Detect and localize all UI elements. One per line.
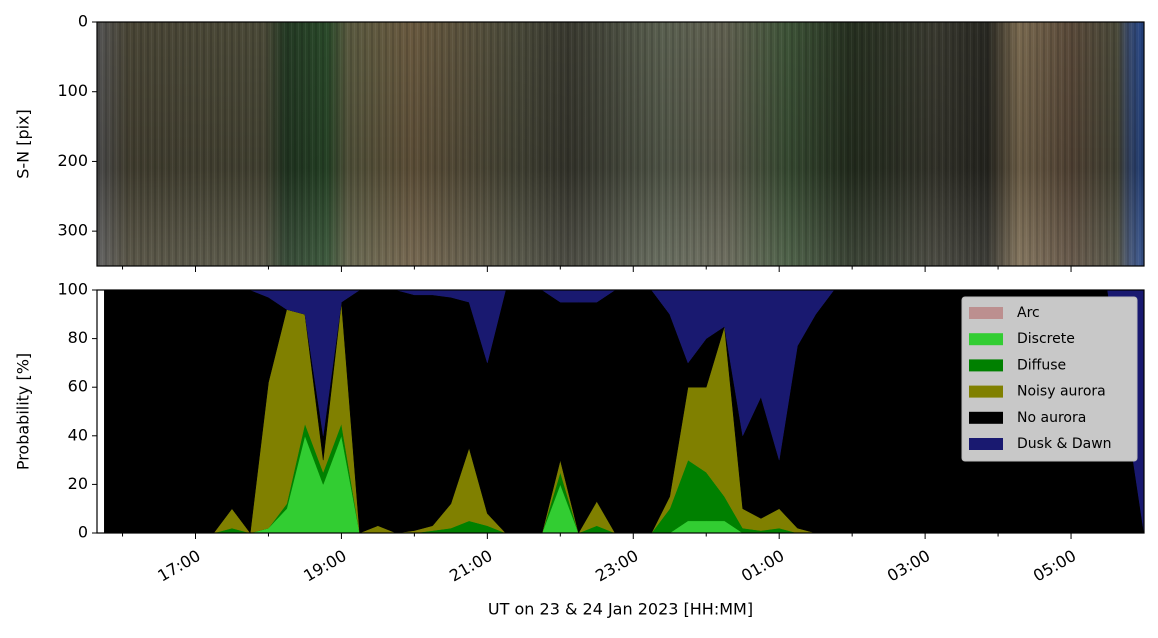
x-tick-label: 19:00 — [300, 546, 349, 586]
legend-swatch — [969, 333, 1003, 346]
x-tick-label: 23:00 — [592, 546, 641, 586]
y-tick-label: 60 — [68, 377, 88, 396]
legend-label: No aurora — [1017, 410, 1086, 426]
x-tick-label: 05:00 — [1030, 546, 1079, 586]
x-tick-label: 21:00 — [446, 546, 495, 586]
y-tick-label: 0 — [78, 523, 88, 542]
legend-swatch — [969, 411, 1003, 424]
y-axis-label: S-N [pix] — [14, 109, 33, 179]
legend-label: Noisy aurora — [1017, 384, 1106, 400]
legend-label: Diffuse — [1017, 357, 1066, 373]
legend-box — [961, 296, 1138, 462]
y-tick-label: 300 — [57, 221, 88, 240]
legend-label: Discrete — [1017, 331, 1075, 347]
y-tick-label: 80 — [68, 328, 88, 347]
y-tick-label: 20 — [68, 474, 88, 493]
y-tick-label: 100 — [57, 280, 88, 299]
y-tick-label: 0 — [78, 12, 88, 31]
legend-label: Dusk & Dawn — [1017, 436, 1112, 452]
legend-label: Arc — [1017, 305, 1040, 321]
legend-swatch — [969, 385, 1003, 398]
axes-frame — [96, 21, 1145, 267]
x-axis-label: UT on 23 & 24 Jan 2023 [HH:MM] — [488, 600, 753, 619]
keogram-texture — [97, 22, 1144, 266]
y-tick-label: 40 — [68, 425, 88, 444]
x-tick-label: 01:00 — [738, 546, 787, 586]
y-axis-label: Probability [%] — [14, 353, 33, 470]
x-tick-label: 03:00 — [884, 546, 933, 586]
legend-swatch — [969, 438, 1003, 450]
axes-frame — [96, 289, 1145, 534]
y-tick-label: 200 — [57, 151, 88, 170]
legend-swatch — [969, 359, 1003, 372]
x-tick-label: 17:00 — [154, 546, 203, 586]
legend-swatch — [969, 307, 1003, 319]
y-tick-label: 100 — [57, 81, 88, 100]
